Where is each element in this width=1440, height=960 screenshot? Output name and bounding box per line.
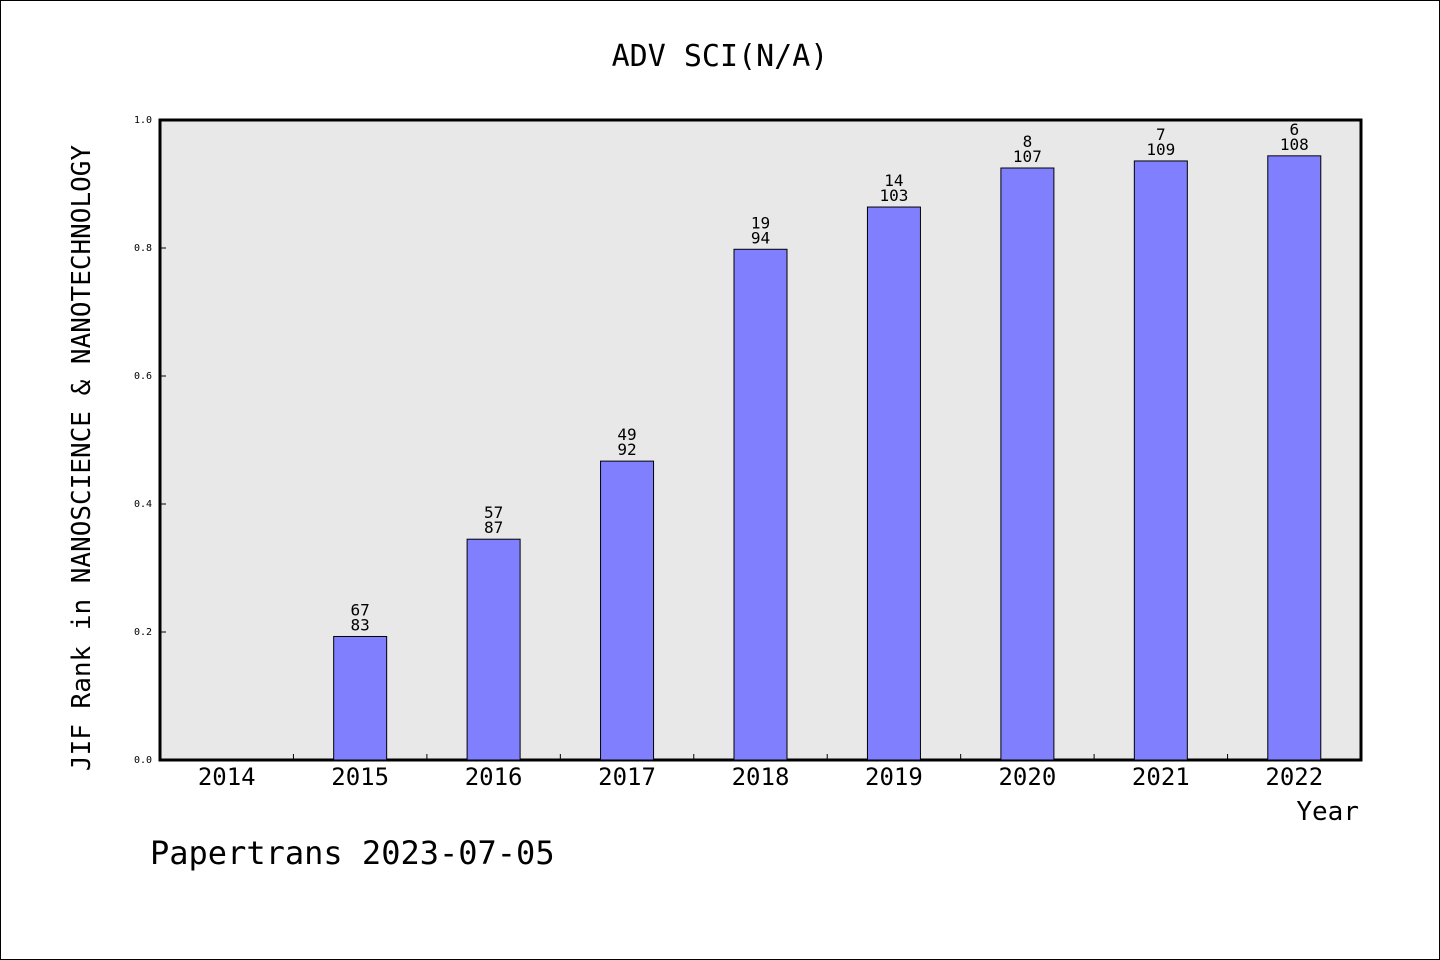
bar-total-label-2015: 83 (351, 615, 370, 634)
y-tick-label-0: 0.0 (134, 755, 152, 766)
bar-total-label-2019: 103 (879, 186, 908, 205)
bar-rank-label-2021: 7 (1156, 125, 1166, 144)
x-tick-label-2017: 2017 (598, 763, 656, 791)
x-axis-title: Year (1296, 797, 1359, 827)
y-tick-label-1: 0.2 (134, 627, 152, 638)
x-axis: 2014 2015 2016 2017 2018 2019 2020 2021 2022 (198, 754, 1323, 791)
y-tick-label-2: 0.4 (134, 499, 152, 510)
y-tick-label-4: 0.8 (134, 243, 152, 254)
x-tick-label-2015: 2015 (331, 763, 389, 791)
y-tick-label-3: 0.6 (134, 371, 152, 382)
y-axis: 0.0 0.2 0.4 0.6 0.8 1.0 (134, 115, 166, 766)
y-axis-title: JIF Rank in NANOSCIENCE & NANOTECHNOLOGY (67, 145, 97, 771)
x-tick-label-2016: 2016 (465, 763, 523, 791)
bar-2018 (733, 248, 788, 761)
bar-rank-label-2022: 6 (1289, 120, 1299, 139)
x-tick-label-2022: 2022 (1265, 763, 1323, 791)
bar-rank-label-2016: 57 (484, 503, 503, 522)
footer-credit: Papertrans 2023-07-05 (150, 834, 555, 872)
bar-2022 (1267, 155, 1322, 761)
bar-total-label-2016: 87 (484, 518, 503, 537)
bar-rank-label-2015: 67 (351, 600, 370, 619)
bar-total-label-2018: 94 (751, 228, 770, 247)
bar-2019 (866, 206, 921, 761)
bar-total-label-2020: 107 (1013, 147, 1042, 166)
x-tick-label-2018: 2018 (732, 763, 790, 791)
bar-rank-label-2018: 19 (751, 213, 770, 232)
bar-2017 (600, 460, 655, 761)
bar-rank-label-2017: 49 (617, 425, 636, 444)
x-tick-label-2020: 2020 (998, 763, 1056, 791)
x-tick-label-2019: 2019 (865, 763, 923, 791)
bar-rank-label-2019: 14 (884, 171, 903, 190)
bar-2015 (333, 635, 388, 761)
bar-total-label-2022: 108 (1280, 135, 1309, 154)
bar-rank-label-2020: 8 (1023, 132, 1033, 151)
x-tick-label-2014: 2014 (198, 763, 256, 791)
y-tick-label-5: 1.0 (134, 115, 152, 126)
bar-2016 (466, 538, 521, 761)
bar-total-label-2017: 92 (617, 440, 636, 459)
bar-2021 (1133, 160, 1188, 761)
bar-2020 (1000, 167, 1055, 761)
bar-total-label-2021: 109 (1146, 140, 1175, 159)
x-tick-label-2021: 2021 (1132, 763, 1190, 791)
chart-title: ADV SCI(N/A) (612, 39, 829, 74)
